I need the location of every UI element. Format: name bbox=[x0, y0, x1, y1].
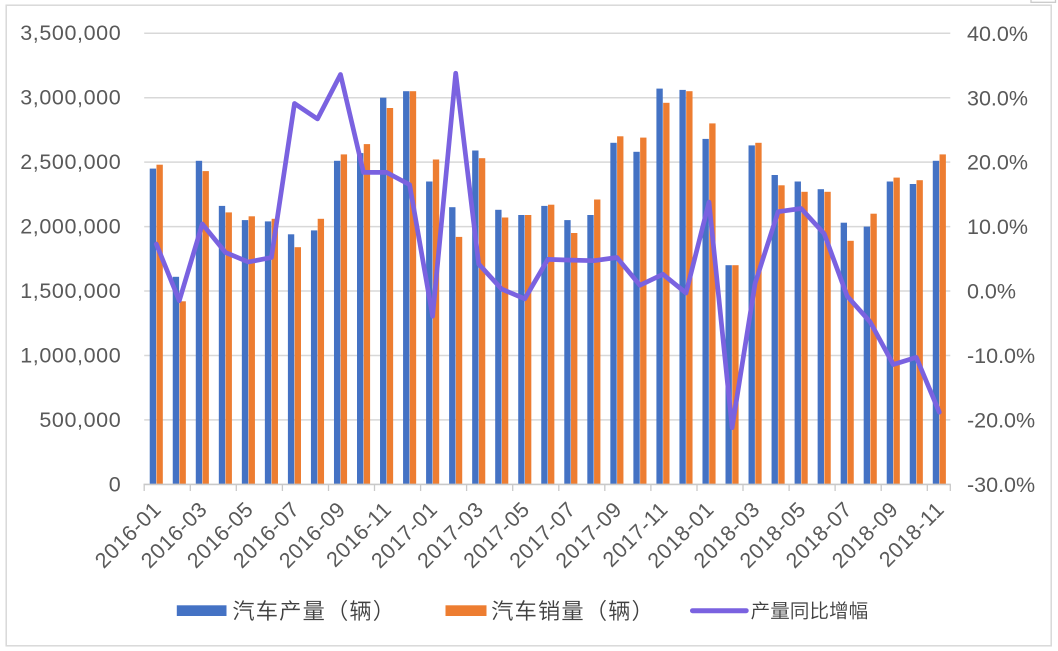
svg-text:1,000,000: 1,000,000 bbox=[20, 343, 121, 367]
svg-text:-30.0%: -30.0% bbox=[967, 473, 1035, 497]
svg-text:30.0%: 30.0% bbox=[967, 86, 1028, 110]
svg-text:0: 0 bbox=[109, 472, 122, 496]
svg-text:1,500,000: 1,500,000 bbox=[20, 279, 121, 303]
svg-text:3,500,000: 3,500,000 bbox=[20, 21, 121, 45]
svg-text:2,500,000: 2,500,000 bbox=[20, 150, 121, 174]
svg-text:0.0%: 0.0% bbox=[967, 280, 1016, 304]
svg-text:-10.0%: -10.0% bbox=[967, 344, 1035, 368]
svg-text:40.0%: 40.0% bbox=[967, 22, 1028, 46]
svg-text:10.0%: 10.0% bbox=[967, 215, 1028, 239]
svg-text:500,000: 500,000 bbox=[39, 408, 121, 432]
svg-text:3,000,000: 3,000,000 bbox=[20, 86, 121, 110]
svg-text:-20.0%: -20.0% bbox=[967, 409, 1035, 433]
svg-text:2,000,000: 2,000,000 bbox=[20, 215, 121, 239]
svg-text:20.0%: 20.0% bbox=[967, 151, 1028, 175]
